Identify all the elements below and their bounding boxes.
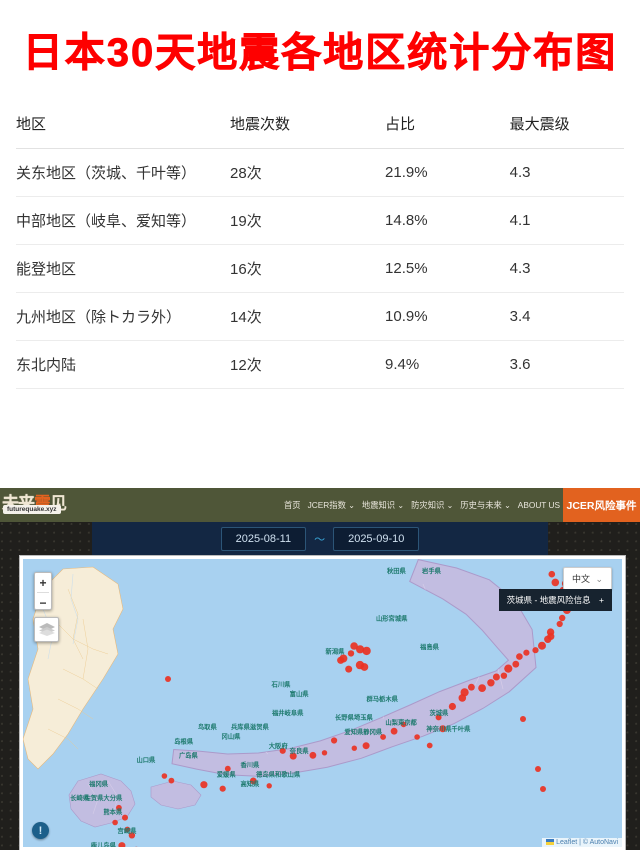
svg-text:香川県: 香川県 xyxy=(239,760,260,769)
svg-text:福島県: 福島県 xyxy=(419,642,440,651)
svg-text:长崎県: 长崎県 xyxy=(70,793,90,802)
svg-text:福冈県: 福冈県 xyxy=(88,779,109,788)
svg-text:德岛県和歌山県: 德岛県和歌山県 xyxy=(256,769,301,778)
svg-text:大阪府: 大阪府 xyxy=(269,741,289,750)
svg-text:佐贺県大分県: 佐贺県大分県 xyxy=(84,793,123,802)
svg-text:长野県埼玉県: 长野県埼玉県 xyxy=(335,713,373,722)
svg-text:神奈川県千叶県: 神奈川県千叶県 xyxy=(426,724,471,733)
svg-text:新潟県: 新潟県 xyxy=(326,647,346,656)
svg-text:群马栃木県: 群马栃木県 xyxy=(366,694,398,703)
svg-text:兵库県滋贺県: 兵库県滋贺県 xyxy=(231,722,269,731)
svg-text:宫崎県: 宫崎県 xyxy=(118,826,138,835)
svg-text:奈良県: 奈良県 xyxy=(289,746,310,755)
svg-text:石川県: 石川県 xyxy=(271,680,292,689)
svg-text:富山県: 富山県 xyxy=(290,689,310,698)
svg-text:山梨東京都: 山梨東京都 xyxy=(385,717,417,726)
svg-text:冈山県: 冈山県 xyxy=(222,732,242,741)
svg-text:秋田県: 秋田県 xyxy=(386,566,407,575)
svg-text:岛根県: 岛根県 xyxy=(174,736,194,745)
svg-text:爱媛県: 爱媛県 xyxy=(217,769,237,778)
svg-text:福井岐阜県: 福井岐阜県 xyxy=(271,708,304,717)
svg-text:山口県: 山口県 xyxy=(136,755,156,764)
svg-text:山形宮城県: 山形宮城県 xyxy=(376,613,408,622)
svg-text:广岛県: 广岛県 xyxy=(179,751,199,760)
svg-text:熊本県: 熊本県 xyxy=(103,807,123,816)
svg-text:高知県: 高知県 xyxy=(240,779,260,788)
svg-text:鹿儿岛県: 鹿儿岛県 xyxy=(91,840,117,849)
svg-text:鸟取県: 鸟取県 xyxy=(198,722,218,731)
svg-text:爱知県静冈県: 爱知県静冈県 xyxy=(344,727,382,736)
svg-text:岩手県: 岩手県 xyxy=(421,566,442,575)
svg-text:茨城県: 茨城県 xyxy=(429,708,449,717)
